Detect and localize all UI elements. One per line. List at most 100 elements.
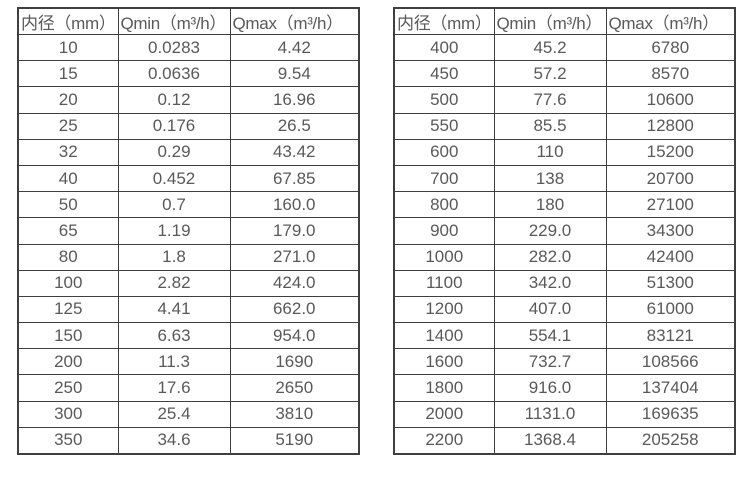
- flow-table-right: 内径（mm） Qmin（m³/h） Qmax（m³/h） 400 45.2 6780 45…: [393, 7, 736, 455]
- table-cell: 10: [17, 33, 119, 62]
- table-row: 1800 916.0 137404: [393, 374, 736, 402]
- table-cell: 26.5: [229, 112, 360, 140]
- table-cell: 57.2: [493, 60, 607, 88]
- table-cell: 662.0: [229, 295, 360, 324]
- table-row: 80 1.8 271.0: [17, 243, 360, 271]
- table-cell: 61000: [605, 295, 736, 324]
- table-row: 500 77.6 10600: [393, 86, 736, 114]
- table-cell: 450: [393, 60, 495, 88]
- table-cell: 16.96: [229, 86, 360, 114]
- table-cell: 100: [17, 269, 119, 297]
- table-cell: 0.0283: [117, 33, 231, 62]
- table-cell: 1400: [393, 322, 495, 350]
- table-body: 400 45.2 6780 450 57.2 8570 500 77.6 10600 550 85.…: [393, 33, 736, 455]
- table-cell: 25: [17, 112, 119, 140]
- table-row: 125 4.41 662.0: [17, 295, 360, 324]
- table-cell: 65: [17, 217, 119, 245]
- table-cell: 40: [17, 164, 119, 193]
- table-cell: 80: [17, 243, 119, 271]
- table-cell: 350: [17, 426, 119, 455]
- table-row: 100 2.82 424.0: [17, 269, 360, 297]
- table-header: 内径（mm） Qmin（m³/h） Qmax（m³/h）: [393, 7, 736, 35]
- table-cell: 0.12: [117, 86, 231, 114]
- header-row: 内径（mm） Qmin（m³/h） Qmax（m³/h）: [17, 7, 360, 35]
- table-row: 550 85.5 12800: [393, 112, 736, 140]
- table-cell: 205258: [605, 426, 736, 455]
- table-cell: 160.0: [229, 191, 360, 219]
- header-cell: Qmin（m³/h）: [493, 7, 607, 35]
- flow-table-left: 内径（mm） Qmin（m³/h） Qmax（m³/h） 10 0.0283 4.42 1…: [17, 7, 360, 455]
- table-row: 800 180 27100: [393, 191, 736, 219]
- header-cell: Qmin（m³/h）: [117, 7, 231, 35]
- table-cell: 1600: [393, 348, 495, 376]
- table-cell: 916.0: [493, 374, 607, 402]
- table-cell: 2.82: [117, 269, 231, 297]
- table-cell: 3810: [229, 400, 360, 428]
- table-cell: 0.29: [117, 138, 231, 166]
- table-cell: 17.6: [117, 374, 231, 402]
- flow-rate-tables: 内径（mm） Qmin（m³/h） Qmax（m³/h） 10 0.0283 4.42 1…: [17, 7, 736, 455]
- table-cell: 20: [17, 86, 119, 114]
- table-cell: 51300: [605, 269, 736, 297]
- table-cell: 271.0: [229, 243, 360, 271]
- table-cell: 250: [17, 374, 119, 402]
- table-cell: 954.0: [229, 322, 360, 350]
- table-row: 65 1.19 179.0: [17, 217, 360, 245]
- table-row: 40 0.452 67.85: [17, 164, 360, 193]
- table-cell: 108566: [605, 348, 736, 376]
- table-cell: 1100: [393, 269, 495, 297]
- table-row: 450 57.2 8570: [393, 60, 736, 88]
- header-cell: Qmax（m³/h）: [605, 7, 736, 35]
- table-cell: 600: [393, 138, 495, 166]
- table-row: 400 45.2 6780: [393, 33, 736, 62]
- header-cell: 内径（mm）: [17, 7, 119, 35]
- table-cell: 2200: [393, 426, 495, 455]
- table-cell: 1000: [393, 243, 495, 271]
- table-cell: 200: [17, 348, 119, 376]
- table-row: 2200 1368.4 205258: [393, 426, 736, 455]
- table-row: 900 229.0 34300: [393, 217, 736, 245]
- table-header: 内径（mm） Qmin（m³/h） Qmax（m³/h）: [17, 7, 360, 35]
- table-cell: 900: [393, 217, 495, 245]
- table-cell: 169635: [605, 400, 736, 428]
- header-row: 内径（mm） Qmin（m³/h） Qmax（m³/h）: [393, 7, 736, 35]
- table-cell: 138: [493, 164, 607, 193]
- table-cell: 282.0: [493, 243, 607, 271]
- table-cell: 110: [493, 138, 607, 166]
- table-row: 350 34.6 5190: [17, 426, 360, 455]
- table-cell: 15: [17, 60, 119, 88]
- table-cell: 732.7: [493, 348, 607, 376]
- table-cell: 11.3: [117, 348, 231, 376]
- table-row: 1600 732.7 108566: [393, 348, 736, 376]
- table-cell: 43.42: [229, 138, 360, 166]
- table-cell: 125: [17, 295, 119, 324]
- table-cell: 800: [393, 191, 495, 219]
- table-row: 150 6.63 954.0: [17, 322, 360, 350]
- table-cell: 34300: [605, 217, 736, 245]
- table-cell: 1800: [393, 374, 495, 402]
- table-cell: 0.7: [117, 191, 231, 219]
- table-cell: 5190: [229, 426, 360, 455]
- table-row: 1200 407.0 61000: [393, 295, 736, 324]
- table-body: 10 0.0283 4.42 15 0.0636 9.54 20 0.12 16.96 25 0.1…: [17, 33, 360, 455]
- table-cell: 85.5: [493, 112, 607, 140]
- table-cell: 4.42: [229, 33, 360, 62]
- header-cell: Qmax（m³/h）: [229, 7, 360, 35]
- table-row: 10 0.0283 4.42: [17, 33, 360, 62]
- table-cell: 34.6: [117, 426, 231, 455]
- table-cell: 27100: [605, 191, 736, 219]
- table-cell: 0.452: [117, 164, 231, 193]
- table-cell: 83121: [605, 322, 736, 350]
- table-cell: 67.85: [229, 164, 360, 193]
- table-cell: 400: [393, 33, 495, 62]
- table-cell: 32: [17, 138, 119, 166]
- table-cell: 550: [393, 112, 495, 140]
- table-row: 32 0.29 43.42: [17, 138, 360, 166]
- table-cell: 342.0: [493, 269, 607, 297]
- header-cell: 内径（mm）: [393, 7, 495, 35]
- table-row: 1000 282.0 42400: [393, 243, 736, 271]
- table-row: 1100 342.0 51300: [393, 269, 736, 297]
- table-cell: 15200: [605, 138, 736, 166]
- table-cell: 42400: [605, 243, 736, 271]
- table-cell: 1.8: [117, 243, 231, 271]
